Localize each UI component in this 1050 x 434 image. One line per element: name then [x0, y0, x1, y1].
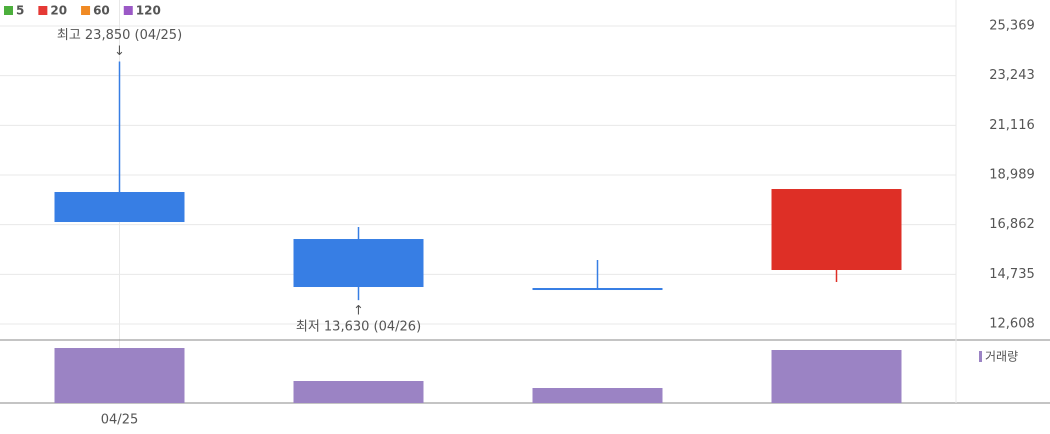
legend-swatch [4, 6, 13, 15]
annotation-arrow: ↓ [114, 44, 125, 59]
y-tick-label: 21,116 [989, 118, 1035, 133]
legend-label: 60 [93, 4, 110, 18]
y-tick-label: 16,862 [989, 217, 1035, 232]
legend-swatch [81, 6, 91, 15]
candle-body [532, 288, 663, 291]
legend-label: 20 [50, 4, 67, 18]
candle-body [293, 239, 424, 288]
legend-swatch [123, 6, 133, 15]
x-tick-label: 04/25 [101, 413, 138, 428]
y-tick-label: 23,243 [989, 68, 1035, 83]
annotation: 최저 13,630 (04/26) [296, 320, 421, 335]
annotation-arrow: ↑ [353, 304, 364, 319]
legend-label: 5 [16, 4, 24, 18]
volume-bar [293, 381, 424, 403]
annotation: 최고 23,850 (04/25) [57, 28, 182, 43]
volume-bar [771, 350, 902, 403]
legend-label: 거래량 [985, 350, 1018, 364]
candle-body [771, 189, 902, 271]
volume-bar [532, 388, 663, 403]
legend-swatch [38, 6, 48, 15]
y-tick-label: 12,608 [989, 317, 1035, 332]
candle-body [54, 192, 185, 223]
legend-swatch [979, 351, 982, 362]
y-tick-label: 18,989 [989, 167, 1035, 182]
volume-bar [54, 348, 185, 403]
y-tick-label: 14,735 [989, 267, 1035, 282]
legend-label: 120 [136, 4, 161, 18]
y-tick-label: 25,369 [989, 18, 1035, 33]
